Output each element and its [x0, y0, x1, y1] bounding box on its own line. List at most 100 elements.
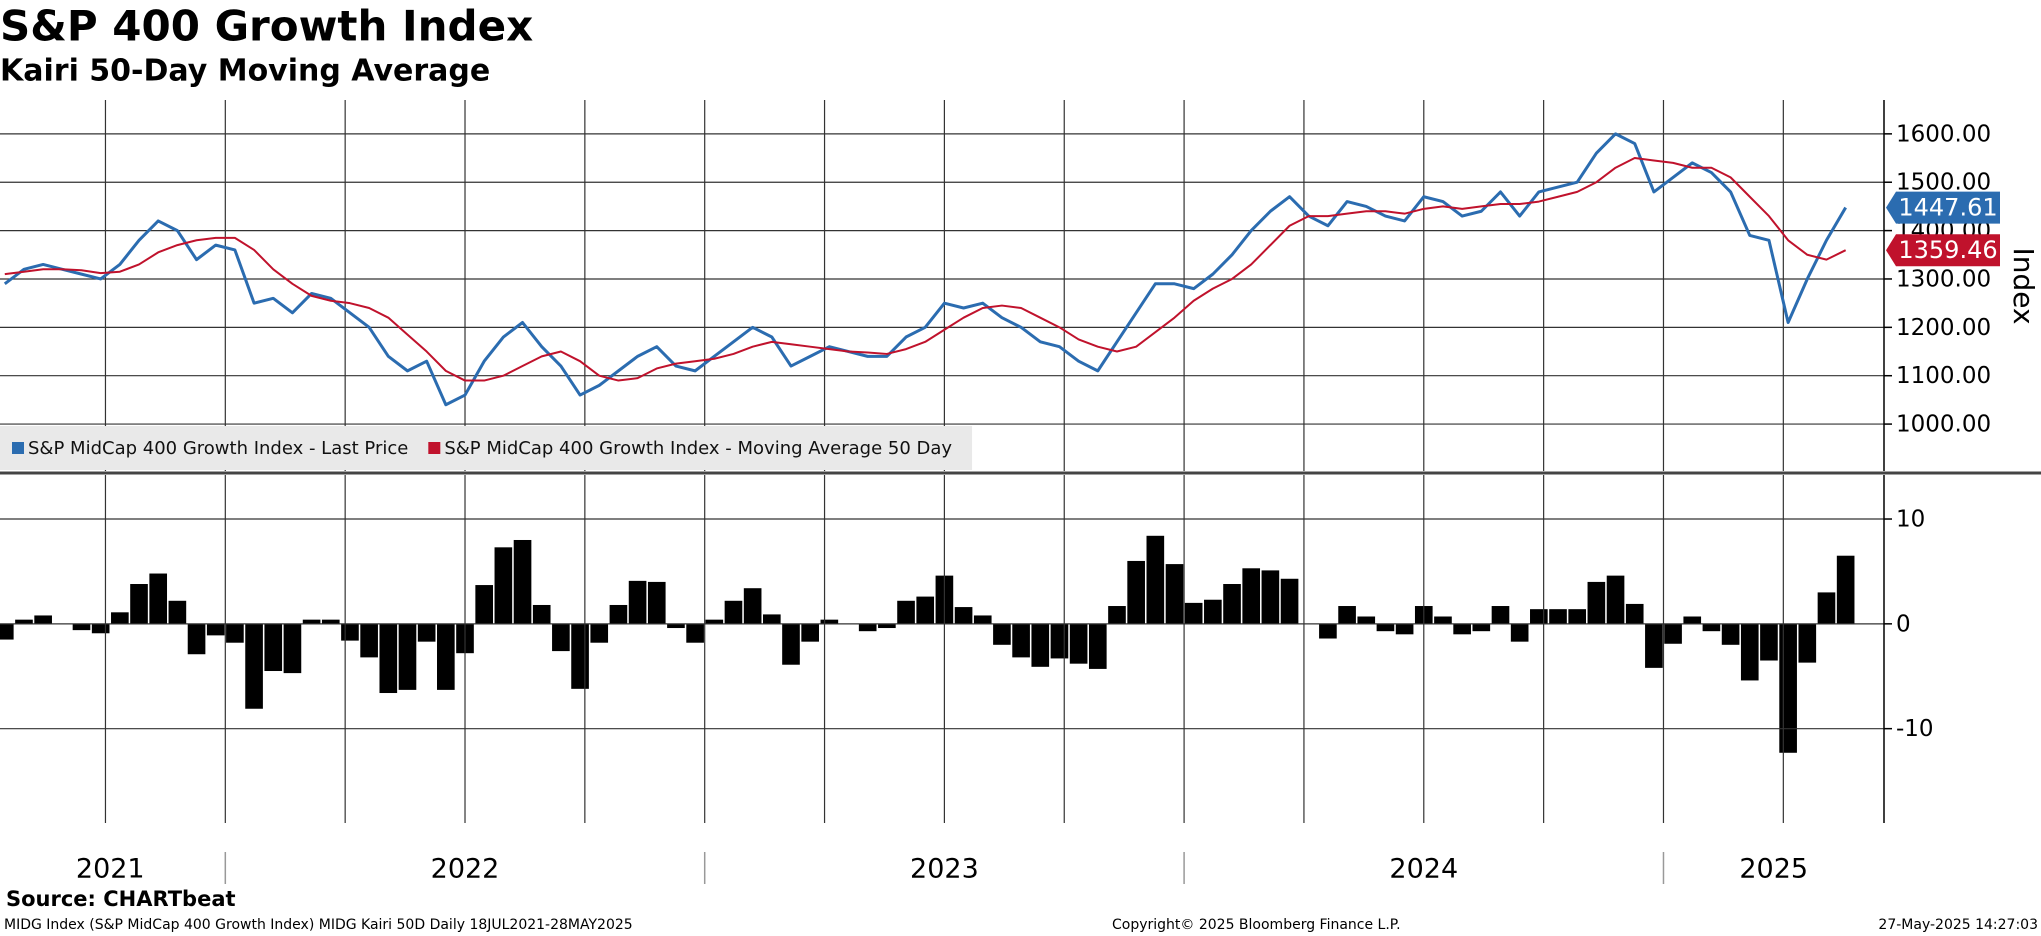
bar — [1127, 560, 1145, 624]
bar — [1549, 609, 1567, 624]
y-tick-label: 1100.00 — [1896, 363, 1991, 389]
bar — [628, 580, 647, 624]
bar — [1050, 623, 1069, 659]
footer-timestamp: 27-May-2025 14:27:03 — [1878, 917, 2038, 933]
bar — [1817, 592, 1836, 624]
bar — [417, 623, 436, 642]
bar — [1645, 623, 1663, 668]
bar — [1606, 575, 1625, 624]
bar — [111, 612, 129, 624]
bar — [782, 623, 800, 665]
bar — [954, 607, 973, 624]
y-tick-label: 1500.00 — [1896, 170, 1991, 196]
bar — [724, 600, 743, 624]
bar — [206, 623, 225, 636]
x-tick-label: 2025 — [1739, 854, 1808, 885]
bar — [1184, 602, 1203, 624]
bar — [15, 619, 33, 624]
bar — [1376, 623, 1395, 632]
bar — [1760, 623, 1778, 661]
bar — [571, 623, 589, 689]
bar — [475, 585, 494, 624]
bar — [820, 619, 839, 624]
last-value-badge — [1886, 234, 2000, 267]
bar — [0, 623, 14, 640]
y-tick-label: 10 — [1896, 507, 1925, 533]
bar — [72, 623, 91, 631]
bar — [1510, 623, 1529, 642]
y-tick-label: 0 — [1896, 611, 1911, 637]
y-axis-label: Index — [2007, 247, 2040, 324]
last-value-badge — [1886, 191, 2000, 224]
bar — [130, 584, 148, 624]
chart-subtitle: Kairi 50-Day Moving Average — [0, 54, 490, 89]
bar — [590, 623, 609, 643]
chart-title: S&P 400 Growth Index — [0, 2, 533, 51]
footer-description: MIDG Index (S&P MidCap 400 Growth Index)… — [4, 917, 633, 933]
bar — [1108, 606, 1126, 624]
bar — [1625, 603, 1644, 624]
bar — [667, 623, 685, 629]
bar — [321, 619, 340, 624]
bar — [916, 596, 935, 624]
legend-box — [0, 426, 973, 470]
source: Source: CHARTbeat — [6, 887, 236, 911]
bar — [609, 604, 628, 624]
x-tick-label: 2021 — [76, 854, 145, 885]
bar — [283, 623, 302, 674]
y-tick-label: 1300.00 — [1896, 266, 1991, 292]
bar — [1280, 578, 1299, 624]
bar — [341, 623, 359, 641]
last-value-label: 1359.46 — [1898, 236, 1997, 264]
bar — [1242, 568, 1261, 624]
bar — [437, 623, 455, 690]
bar — [1204, 599, 1222, 624]
bar — [398, 623, 417, 690]
bar — [1530, 609, 1548, 624]
bar — [1836, 555, 1855, 624]
x-tick-label: 2024 — [1389, 854, 1458, 885]
bar — [1453, 623, 1471, 635]
x-tick-label: 2022 — [431, 854, 500, 885]
bar — [1088, 623, 1107, 669]
bar — [1357, 616, 1376, 624]
bar — [168, 600, 187, 624]
bar — [858, 623, 877, 632]
bar — [360, 623, 378, 658]
bar — [91, 623, 110, 634]
bar — [1338, 606, 1356, 624]
x-tick-label: 2023 — [910, 854, 979, 885]
bar — [1798, 623, 1817, 663]
bar — [532, 604, 551, 624]
legend-label: S&P MidCap 400 Growth Index - Moving Ave… — [444, 438, 952, 459]
y-tick-label: 1000.00 — [1896, 412, 1991, 438]
bar — [34, 615, 52, 624]
bar — [801, 623, 819, 642]
bar — [1319, 623, 1337, 639]
bar — [878, 623, 896, 629]
bar — [1568, 609, 1587, 624]
bar — [1664, 623, 1682, 644]
bar — [552, 623, 570, 652]
bar — [1587, 581, 1606, 624]
bar — [149, 573, 168, 624]
bar — [1683, 616, 1702, 624]
bar — [1702, 623, 1721, 632]
bar — [1395, 623, 1414, 635]
bar — [1012, 623, 1030, 658]
y-tick-label: -10 — [1896, 716, 1934, 742]
legend-swatch — [428, 442, 441, 454]
bar — [494, 547, 513, 624]
bar — [1491, 606, 1510, 624]
bar — [1434, 616, 1452, 624]
bar — [743, 588, 762, 624]
bar — [513, 539, 532, 624]
bar — [1146, 535, 1165, 624]
bar — [1779, 623, 1797, 753]
bar — [973, 615, 992, 624]
y-tick-label: 1200.00 — [1896, 315, 1991, 341]
bar — [1031, 623, 1050, 667]
series-line — [3, 132, 1847, 407]
bar — [245, 623, 263, 709]
